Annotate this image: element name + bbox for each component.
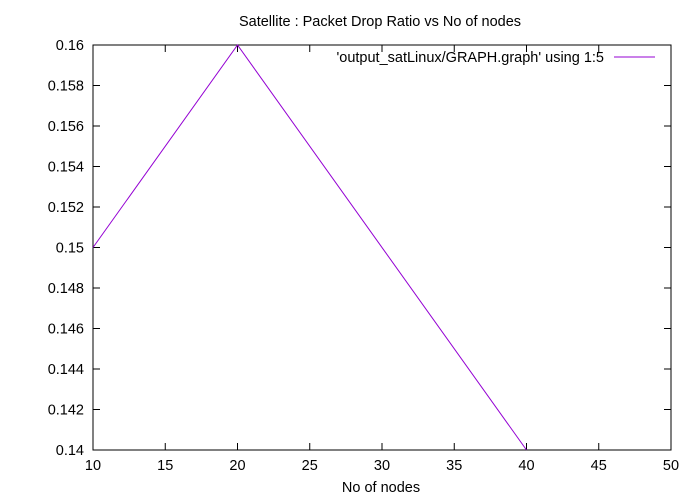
x-axis: 10 15 20 25 30 35 40 45 50 xyxy=(85,45,679,474)
series-line xyxy=(92,44,527,451)
y-tick-label: 0.144 xyxy=(48,362,84,378)
x-tick-label: 40 xyxy=(518,458,534,474)
y-tick-label: 0.158 xyxy=(48,79,84,95)
series-layer xyxy=(92,44,527,451)
legend-label: 'output_satLinux/GRAPH.graph' using 1:5 xyxy=(336,50,604,66)
x-tick-label: 45 xyxy=(591,458,607,474)
y-tick-label: 0.148 xyxy=(48,281,84,297)
y-tick-label: 0.156 xyxy=(48,119,84,135)
x-tick-label: 15 xyxy=(157,458,173,474)
y-tick-label: 0.152 xyxy=(48,200,84,216)
x-tick-label: 35 xyxy=(446,458,462,474)
y-tick-label: 0.142 xyxy=(48,403,84,419)
y-axis: 0.14 0.142 0.144 0.146 0.148 0.15 0.152 0.154 0.… xyxy=(48,38,671,459)
y-tick-label: 0.16 xyxy=(56,38,84,54)
x-axis-label: No of nodes xyxy=(342,480,420,496)
y-tick-label: 0.15 xyxy=(56,241,84,257)
x-tick-label: 30 xyxy=(374,458,390,474)
chart-title: Satellite : Packet Drop Ratio vs No of n… xyxy=(239,14,521,30)
x-tick-label: 50 xyxy=(663,458,679,474)
y-tick-label: 0.154 xyxy=(48,160,84,176)
y-tick-label: 0.14 xyxy=(56,443,84,459)
y-tick-label: 0.146 xyxy=(48,322,84,338)
x-tick-label: 25 xyxy=(302,458,318,474)
x-tick-label: 20 xyxy=(229,458,245,474)
legend: 'output_satLinux/GRAPH.graph' using 1:5 xyxy=(336,50,655,66)
x-tick-label: 10 xyxy=(85,458,101,474)
